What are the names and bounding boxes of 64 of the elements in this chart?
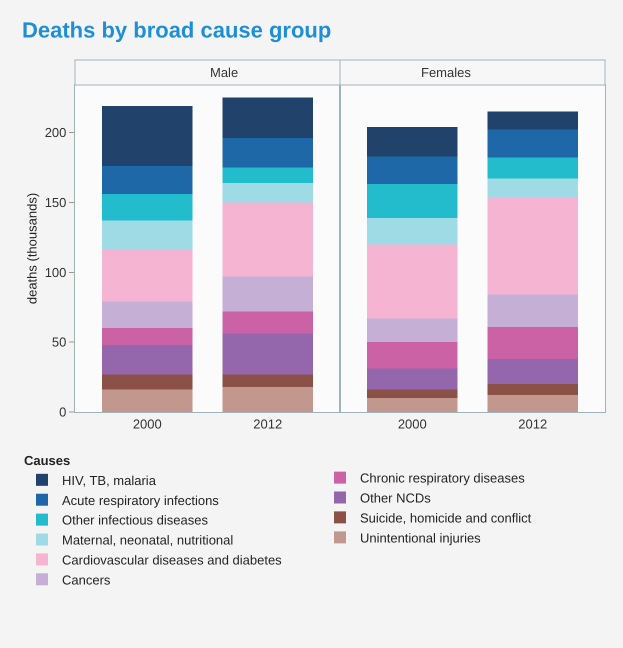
bar xyxy=(488,326,578,359)
bar xyxy=(488,294,578,327)
bar xyxy=(102,344,192,374)
bar xyxy=(222,374,313,387)
bar xyxy=(367,368,458,390)
legend-label: Maternal, neonatal, nutritional xyxy=(62,532,234,548)
y-tick-label: 150 xyxy=(44,194,66,210)
bar xyxy=(102,106,192,166)
bar xyxy=(102,250,192,302)
bar xyxy=(102,390,192,412)
bar xyxy=(488,358,578,384)
legend-label: Cancers xyxy=(62,572,111,588)
bar xyxy=(367,184,458,218)
legend-label: Acute respiratory infections xyxy=(62,492,220,508)
bar xyxy=(367,218,458,244)
bar xyxy=(367,390,458,398)
legend-label: Suicide, homicide and conflict xyxy=(360,510,532,526)
chart-subtitle: Females xyxy=(421,65,472,80)
bar xyxy=(488,384,578,396)
bar xyxy=(367,126,458,156)
y-tick-label: 100 xyxy=(44,264,66,280)
bar xyxy=(222,202,313,276)
bar xyxy=(102,328,192,345)
x-tick-label: 2000 xyxy=(132,416,162,432)
y-tick-label: 200 xyxy=(44,125,66,140)
bar xyxy=(222,98,313,138)
bar xyxy=(367,244,458,318)
chart-title: Deaths by broad cause group xyxy=(22,17,332,42)
x-tick-label: 2000 xyxy=(398,416,427,432)
bar xyxy=(222,138,313,168)
legend-label: HIV, TB, malaria xyxy=(62,472,157,488)
bar xyxy=(102,220,192,250)
bar xyxy=(222,334,313,374)
bar xyxy=(102,194,192,221)
bar xyxy=(488,112,578,130)
bar xyxy=(367,342,458,369)
bar xyxy=(488,130,578,158)
legend-label: Other infectious diseases xyxy=(62,512,208,528)
bar xyxy=(488,178,578,197)
bar xyxy=(102,166,192,194)
legend-label: Other NCDs xyxy=(360,490,432,506)
bar xyxy=(367,398,458,412)
bar xyxy=(222,276,313,312)
bar xyxy=(222,167,313,183)
y-axis-title: deaths (thousands) xyxy=(24,192,40,304)
bar xyxy=(488,158,578,179)
legend-label: Cardiovascular diseases and diabetes xyxy=(62,552,282,568)
chart-subtitle: Male xyxy=(210,65,238,80)
bar xyxy=(488,395,578,412)
x-tick-label: 2012 xyxy=(253,416,282,432)
y-tick-label: 50 xyxy=(52,334,66,350)
bar xyxy=(367,156,458,184)
bar xyxy=(367,318,458,342)
x-tick-label: 2012 xyxy=(518,416,548,432)
legend-label: Chronic respiratory diseases xyxy=(360,470,526,486)
bar xyxy=(222,386,313,412)
bar xyxy=(488,196,578,295)
bar xyxy=(102,374,192,390)
y-tick-label: 0 xyxy=(59,404,66,420)
bar xyxy=(222,311,313,334)
bar xyxy=(102,302,192,328)
legend-title: Causes xyxy=(24,452,70,468)
bar xyxy=(222,182,313,202)
legend-label: Unintentional injuries xyxy=(360,530,482,546)
